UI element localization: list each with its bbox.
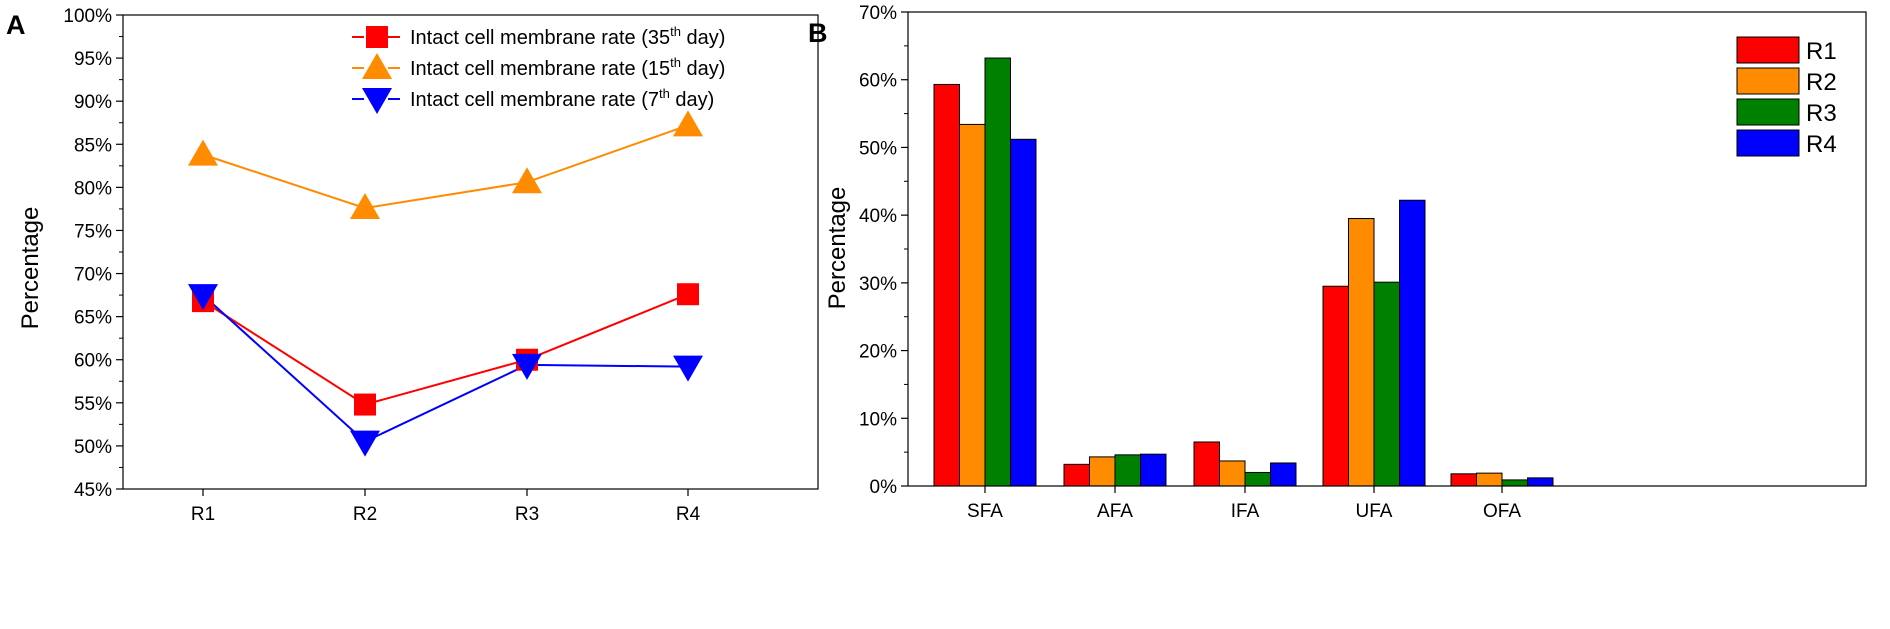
chart-a-ytick-label: 50% [74,437,112,458]
chart-b-bar-afa-r2 [1089,456,1116,487]
chart-a-ytick-label: 70% [74,265,112,286]
chart-a-point-s2-r2 [350,193,380,220]
chart-a-point-s3-r1 [188,284,218,311]
chart-a-ytick-label: 80% [74,178,112,199]
chart-b-ytick-label: 30% [859,274,897,295]
chart-b-xtick-label: OFA [1483,501,1521,522]
chart-a-legend: Intact cell membrane rate (35th day)Inta… [352,24,725,114]
chart-a-ytick-label: 60% [74,351,112,372]
chart-b-legend-label: R4 [1806,131,1837,158]
chart-a-point-s2-r3 [512,167,542,194]
chart-b-xtick-label: UFA [1356,501,1393,522]
chart-a-series-line-3 [202,294,689,443]
chart-a-ytick-label: 90% [74,92,112,113]
chart-b-bar-afa-r1 [1063,463,1090,487]
chart-b: B Percentage SFA AFA IFA UFA OFA 0% 10% 20% 30% 4… [808,3,1867,522]
chart-b-bar-afa-r4 [1140,453,1167,487]
chart-a-point-s3-r2 [350,430,380,457]
chart-b-ytick-label: 70% [859,3,897,24]
chart-b-ylabel: Percentage [824,187,851,310]
chart-b-bar-sfa-r3 [984,57,1011,487]
chart-a-xtick-label: R4 [676,504,701,525]
chart-a-ytick-label: 100% [63,6,112,27]
chart-b-ytick-label: 40% [859,206,897,227]
chart-b-bar-ofa-r4 [1527,477,1554,487]
chart-b-legend-label: R3 [1806,100,1837,127]
chart-a-ytick-label: 85% [74,135,112,156]
chart-b-xtick-label: IFA [1231,501,1260,522]
chart-b-bar-ufa-r4 [1399,199,1426,487]
chart-a-point-s3-r4 [673,355,703,382]
chart-a-point-s1-r2 [354,393,376,416]
chart-a-point-s1-r4 [677,283,699,306]
chart-b-ytick-label: 20% [859,342,897,363]
chart-b-bar-ifa-r2 [1219,460,1246,487]
chart-b-legend-label: R1 [1806,38,1837,65]
chart-b-ytick-label: 10% [859,409,897,430]
chart-b-bar-ifa-r4 [1270,462,1297,487]
chart-a-ylabel: Percentage [17,207,44,330]
chart-b-bar-ufa-r2 [1348,218,1375,487]
chart-a-legend-entry: Intact cell membrane rate (15th day) [410,55,725,80]
chart-a-point-s2-r1 [188,139,218,166]
chart-a-legend-marker [362,53,392,79]
chart-a-xtick-label: R1 [191,504,215,525]
chart-a-ytick-label: 55% [74,394,112,415]
chart-b-xtick-label: AFA [1097,501,1133,522]
legend-tail: day) [681,58,725,80]
chart-a-xtick-label: R3 [515,504,539,525]
chart-a: A Percentage 45% 50% 55% 60% 65% 70% 75% 80% 85%… [6,6,819,525]
legend-tail: day) [681,27,725,49]
chart-b-bar-sfa-r2 [959,123,986,487]
chart-b-legend-swatch-r3 [1736,98,1800,126]
chart-a-legend-entry: Intact cell membrane rate (7th day) [410,86,714,111]
chart-b-legend-label: R2 [1806,69,1837,96]
chart-b-bar-ofa-r1 [1450,473,1477,487]
chart-b-ytick-label: 60% [859,71,897,92]
chart-a-point-s2-r4 [673,110,703,137]
chart-a-legend-marker [366,26,388,48]
chart-b-bar-sfa-r4 [1010,138,1037,487]
legend-text: Intact cell membrane rate (7 [410,89,659,111]
chart-b-bar-sfa-r1 [933,83,960,487]
chart-a-legend-marker [362,88,392,114]
chart-b-bar-ufa-r3 [1373,281,1400,487]
panel-b-label: B [808,18,828,48]
legend-superscript: th [670,55,681,70]
chart-b-bar-ofa-r2 [1476,472,1503,487]
chart-a-legend-entry: Intact cell membrane rate (35th day) [410,24,725,49]
chart-b-bar-ofa-r3 [1501,479,1528,487]
chart-a-xtick-label: R2 [353,504,377,525]
chart-a-frame [122,14,819,490]
chart-a-ytick-label: 75% [74,221,112,242]
chart-b-legend-swatch-r2 [1736,67,1800,95]
chart-a-ytick-label: 95% [74,49,112,70]
chart-b-legend: R1 R2 R3 R4 [1736,36,1837,158]
chart-b-xtick-label: SFA [967,501,1003,522]
legend-tail: day) [670,89,714,111]
legend-superscript: th [659,86,670,101]
chart-b-legend-swatch-r4 [1736,129,1800,157]
chart-a-point-s3-r3 [512,353,542,380]
chart-a-series-line-2 [202,124,689,210]
chart-b-ytick-label: 0% [870,477,898,498]
panel-a-label: A [6,10,26,40]
chart-b-ytick-label: 50% [859,138,897,159]
legend-text: Intact cell membrane rate (15 [410,58,670,80]
chart-b-bar-ufa-r1 [1322,285,1349,487]
chart-a-ytick-label: 65% [74,308,112,329]
chart-b-bar-afa-r3 [1114,454,1141,487]
chart-a-ytick-label: 45% [74,480,112,501]
chart-b-bar-ifa-r3 [1244,471,1271,487]
legend-superscript: th [670,24,681,39]
chart-b-legend-swatch-r1 [1736,36,1800,64]
chart-a-series-line-1 [202,293,689,406]
chart-b-bar-ifa-r1 [1193,441,1220,487]
legend-text: Intact cell membrane rate (35 [410,27,670,49]
